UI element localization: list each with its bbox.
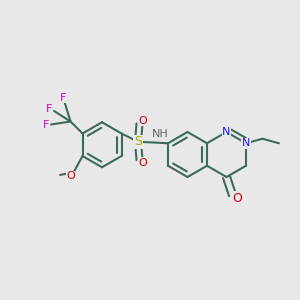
Text: F: F [60, 92, 66, 103]
Text: O: O [232, 191, 242, 205]
Text: F: F [42, 119, 49, 130]
Text: N: N [222, 127, 231, 137]
Text: S: S [134, 135, 142, 148]
Text: N: N [242, 138, 250, 148]
Text: F: F [45, 103, 52, 114]
Text: NH: NH [152, 129, 169, 139]
Text: O: O [66, 171, 75, 181]
Text: O: O [138, 158, 147, 168]
Text: O: O [138, 116, 147, 126]
